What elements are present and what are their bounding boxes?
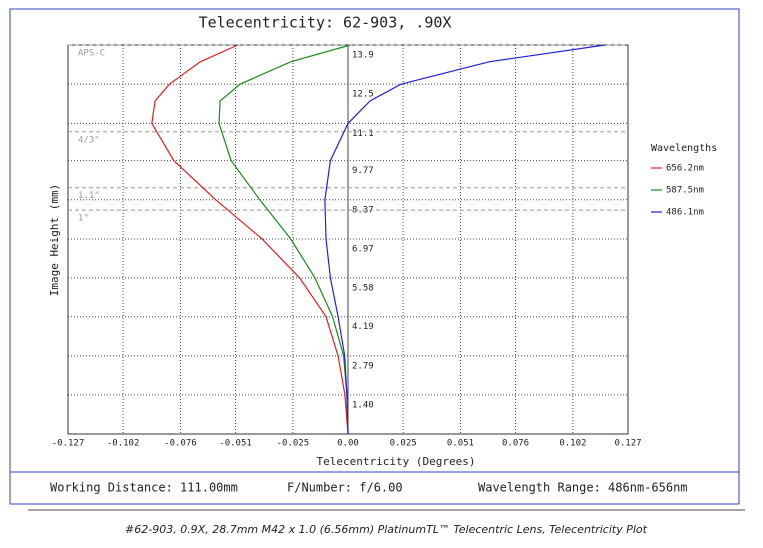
x-tick-label: -0.025 xyxy=(277,439,310,449)
format-label: 1" xyxy=(78,214,89,224)
x-tick-label: 0.076 xyxy=(502,439,529,449)
y-tick-label: 11.1 xyxy=(352,129,374,139)
footer-text: F/Number: f/6.00 xyxy=(287,481,403,495)
format-label: APS-C xyxy=(78,49,105,59)
x-axis-label: Telecentricity (Degrees) xyxy=(317,455,476,468)
format-label: 4/3" xyxy=(78,135,100,145)
y-tick-label: 9.77 xyxy=(352,166,374,176)
x-tick-label: 0.051 xyxy=(447,439,474,449)
y-tick-label: 5.58 xyxy=(352,283,374,293)
x-tick-label: -0.102 xyxy=(107,439,140,449)
footer-text: Working Distance: 111.00mm xyxy=(50,481,238,495)
x-tick-label: 0.102 xyxy=(559,439,586,449)
curve xyxy=(324,44,605,435)
curve xyxy=(151,44,349,435)
y-tick-label: 13.9 xyxy=(352,51,374,61)
x-tick-label: 0.00 xyxy=(337,439,359,449)
chart-title: Telecentricity: 62-903, .90X xyxy=(199,14,452,32)
legend-title: Wavelengths xyxy=(651,143,717,154)
y-tick-label: 4.19 xyxy=(352,322,374,332)
x-tick-label: -0.051 xyxy=(219,439,252,449)
format-label: 1.1" xyxy=(78,191,100,201)
x-tick-label: -0.127 xyxy=(52,439,85,449)
x-tick-label: 0.025 xyxy=(390,439,417,449)
footer-text: Wavelength Range: 486nm-656nm xyxy=(478,481,688,495)
y-tick-label: 6.97 xyxy=(352,244,374,254)
y-tick-label: 1.40 xyxy=(352,400,374,410)
frame xyxy=(9,8,740,505)
x-tick-label: -0.076 xyxy=(164,439,197,449)
caption: #62-903, 0.9X, 28.7mm M42 x 1.0 (6.56mm)… xyxy=(125,523,648,536)
y-tick-label: 2.79 xyxy=(352,361,374,371)
y-tick-label: 12.5 xyxy=(352,90,374,100)
y-axis-label: Image Height (mm) xyxy=(48,184,61,297)
legend-label: 587.5nm xyxy=(666,186,704,196)
curve xyxy=(218,44,351,435)
legend-label: 486.1nm xyxy=(666,208,704,218)
x-tick-label: 0.127 xyxy=(614,439,641,449)
legend-label: 656.2nm xyxy=(666,164,704,174)
